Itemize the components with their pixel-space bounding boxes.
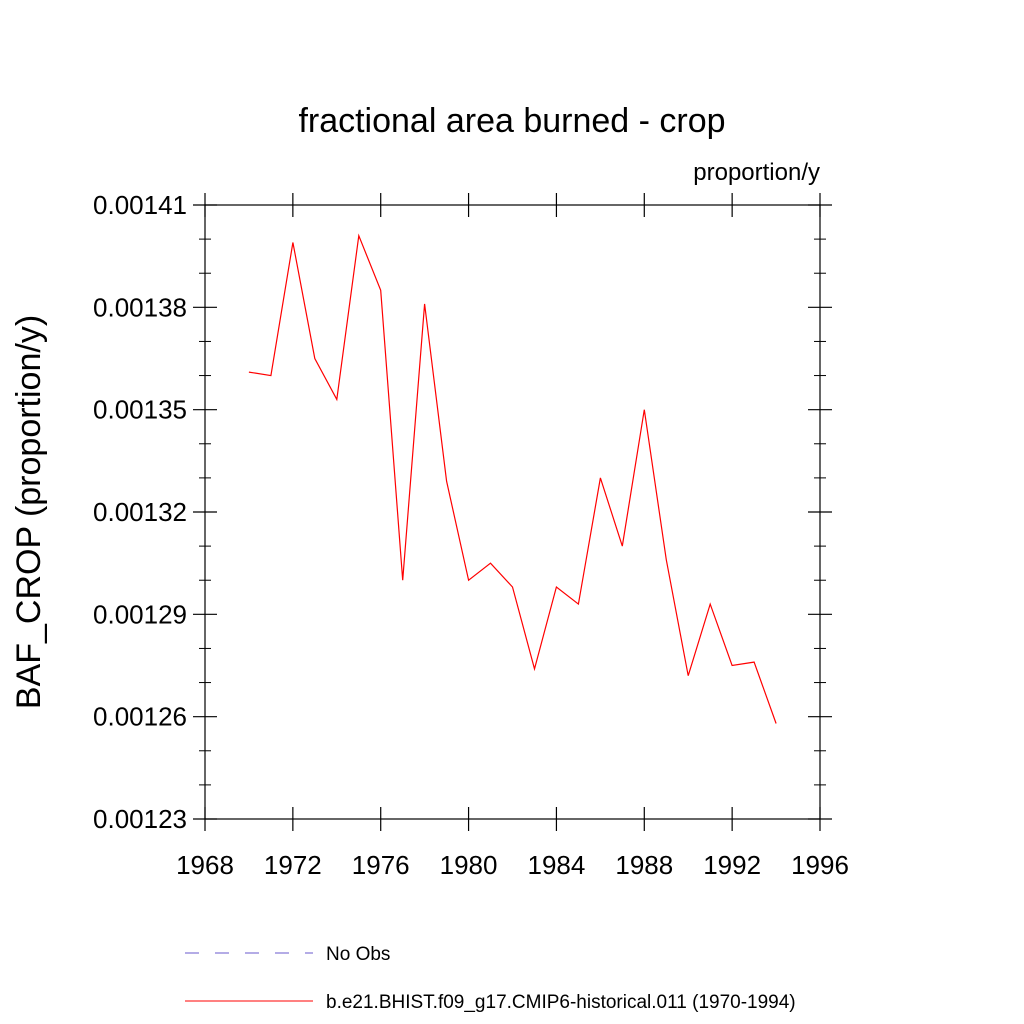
series-line bbox=[248, 233, 777, 724]
x-tick-label: 1984 bbox=[528, 850, 586, 880]
x-tick-label: 1980 bbox=[440, 850, 498, 880]
y-tick-label: 0.00126 bbox=[93, 702, 187, 732]
y-axis-ticks: 0.00123 0.00126 0.00129 0.00132 0.00135 0.001… bbox=[93, 190, 832, 834]
y-tick-label: 0.00135 bbox=[93, 395, 187, 425]
y-axis-label: BAF_CROP (proportion/y) bbox=[10, 315, 48, 709]
y-tick-label: 0.00123 bbox=[93, 804, 187, 834]
chart-title: fractional area burned - crop bbox=[298, 102, 725, 140]
series-layer bbox=[248, 233, 777, 724]
y-tick-label: 0.00129 bbox=[93, 599, 187, 629]
x-tick-label: 1996 bbox=[791, 850, 849, 880]
y-tick-label: 0.00138 bbox=[93, 292, 187, 322]
y-tick-label: 0.00141 bbox=[93, 190, 187, 220]
chart-units: proportion/y bbox=[693, 159, 820, 186]
y-tick-label: 0.00132 bbox=[93, 497, 187, 527]
x-tick-label: 1976 bbox=[352, 850, 410, 880]
plot-frame bbox=[204, 204, 821, 820]
legend: No Obs b.e21.BHIST.f09_g17.CMIP6-historic… bbox=[185, 944, 796, 1013]
legend-label: No Obs bbox=[326, 944, 390, 965]
x-tick-label: 1988 bbox=[615, 850, 673, 880]
x-axis-ticks: 1968 1972 1976 1980 1984 1988 1992 1996 bbox=[176, 193, 849, 880]
legend-label: b.e21.BHIST.f09_g17.CMIP6-historical.011… bbox=[326, 992, 796, 1013]
x-tick-label: 1968 bbox=[176, 850, 234, 880]
x-tick-label: 1972 bbox=[264, 850, 322, 880]
x-tick-label: 1992 bbox=[703, 850, 761, 880]
